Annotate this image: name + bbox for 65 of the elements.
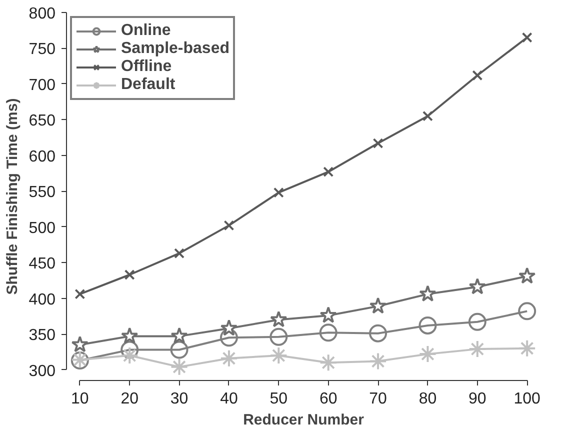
point: [124, 270, 135, 280]
y-tick-label: 450: [28, 256, 56, 273]
point: [273, 187, 284, 198]
point: [220, 349, 238, 368]
point: [270, 328, 288, 346]
point: [120, 340, 139, 359]
point: [518, 339, 536, 358]
point: [174, 248, 185, 259]
point: [419, 285, 436, 302]
x-tick-label: 80: [418, 390, 437, 408]
point: [224, 220, 234, 231]
legend-label: Sample-based: [121, 40, 230, 58]
y-tick-label: 650: [28, 112, 56, 130]
point: [74, 288, 86, 300]
y-tick-label: 550: [28, 184, 56, 202]
point: [170, 327, 188, 344]
legend-label: Default: [121, 76, 176, 94]
point: [418, 316, 437, 334]
y-tick-label: 700: [28, 76, 56, 94]
y-tick-label: 350: [28, 327, 56, 344]
y-tick-label: 600: [28, 148, 56, 166]
point: [468, 278, 486, 294]
point: [369, 324, 388, 342]
x-tick-label: 70: [369, 390, 388, 408]
legend-label: Online: [121, 22, 171, 40]
x-tick-label: 100: [514, 390, 541, 408]
point: [220, 328, 238, 347]
point: [71, 336, 89, 352]
point: [472, 70, 483, 81]
point: [369, 352, 388, 370]
x-tick-label: 20: [120, 390, 139, 408]
point: [120, 327, 138, 344]
point: [120, 346, 139, 364]
point: [220, 319, 238, 336]
point: [518, 267, 536, 284]
point: [170, 358, 188, 376]
point: [319, 324, 338, 342]
y-tick-label: 300: [28, 362, 56, 380]
x-tick-label: 30: [170, 390, 188, 408]
legend-label: Offline: [121, 58, 172, 76]
point: [170, 340, 188, 359]
x-tick-label: 40: [220, 390, 238, 408]
point: [522, 32, 532, 43]
x-tick-label: 50: [270, 390, 288, 408]
point: [518, 302, 536, 320]
y-tick-label: 750: [28, 41, 56, 58]
y-tick-label: 400: [28, 291, 56, 308]
x-tick-label: 10: [71, 390, 89, 408]
point: [270, 346, 288, 364]
point: [372, 138, 384, 149]
point: [270, 310, 288, 328]
point: [422, 110, 433, 122]
point: [323, 166, 334, 178]
point: [468, 312, 486, 331]
y-tick-label: 800: [28, 6, 56, 22]
x-axis-title: Reducer Number: [243, 412, 364, 428]
y-axis-title: Shuffle Finishing Time (ms): [4, 98, 21, 295]
y-tick-label: 500: [28, 220, 56, 237]
point: [468, 340, 486, 358]
point: [369, 297, 387, 314]
x-tick-label: 60: [319, 390, 338, 408]
point: [418, 345, 437, 364]
point: [320, 306, 337, 323]
x-tick-label: 90: [468, 390, 486, 408]
point: [319, 354, 338, 372]
